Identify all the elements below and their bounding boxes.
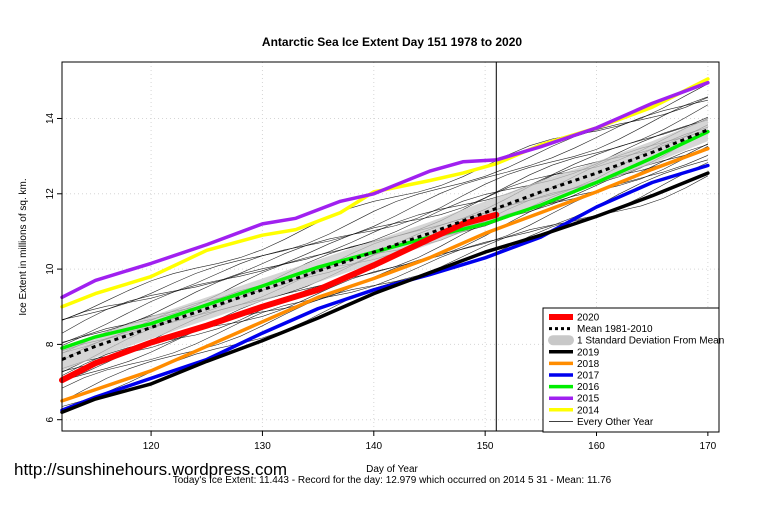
y-axis-ticks: 6 8 10 12 14: [45, 112, 62, 422]
other-year-line: [61, 116, 709, 343]
x-tick-label: 130: [254, 441, 271, 452]
x-axis-label: Day of Year: [366, 464, 418, 475]
other-year-line: [61, 97, 709, 320]
legend-swatch: [548, 335, 574, 346]
legend-label: Mean 1981-2010: [577, 324, 653, 335]
x-tick-label: 160: [588, 441, 605, 452]
series-line-2017: [60, 163, 710, 413]
legend-label: 2019: [577, 347, 600, 358]
legend-label: 2017: [577, 371, 600, 382]
chart-title: Antarctic Sea Ice Extent Day 151 1978 to…: [262, 35, 522, 49]
legend-label: 1 Standard Deviation From Mean: [577, 336, 724, 347]
legend-label: 2016: [577, 382, 600, 393]
y-tick-label: 14: [45, 112, 56, 124]
x-tick-label: 120: [143, 441, 160, 452]
legend-label: 2015: [577, 394, 600, 405]
legend-label: 2018: [577, 359, 600, 370]
mean-line: [61, 128, 709, 361]
y-axis-label: Ice Extent in millions of sq. km.: [18, 178, 29, 315]
legend-label: 2014: [577, 405, 600, 416]
other-year-line: [61, 83, 709, 321]
x-axis-ticks: 120 130 140 150 160 170: [143, 431, 717, 452]
series-line-2018: [60, 146, 710, 403]
y-tick-label: 12: [45, 188, 56, 200]
series-line-2019: [60, 171, 710, 414]
std-band-area: [62, 118, 708, 371]
series-line-2020: [59, 211, 500, 384]
plot-frame: [61, 61, 720, 432]
y-tick-label: 10: [45, 263, 56, 275]
legend-label: Every Other Year: [577, 417, 654, 428]
x-tick-label: 170: [700, 441, 717, 452]
std-dev-band: [62, 118, 708, 371]
y-tick-label: 8: [45, 341, 56, 347]
series-line-2015: [60, 80, 710, 300]
footer-summary: Today's Ice Extent: 11.443 - Record for …: [173, 475, 612, 486]
legend-label: 2020: [577, 313, 600, 324]
watermark-url: http://sunshinehours.wordpress.com: [14, 460, 287, 479]
x-tick-label: 150: [477, 441, 494, 452]
x-tick-label: 140: [365, 441, 382, 452]
series-lines: [59, 77, 710, 414]
other-year-line: [61, 104, 709, 344]
other-year-line: [61, 99, 708, 321]
y-tick-label: 6: [45, 416, 56, 422]
other-year-line: [61, 96, 709, 334]
